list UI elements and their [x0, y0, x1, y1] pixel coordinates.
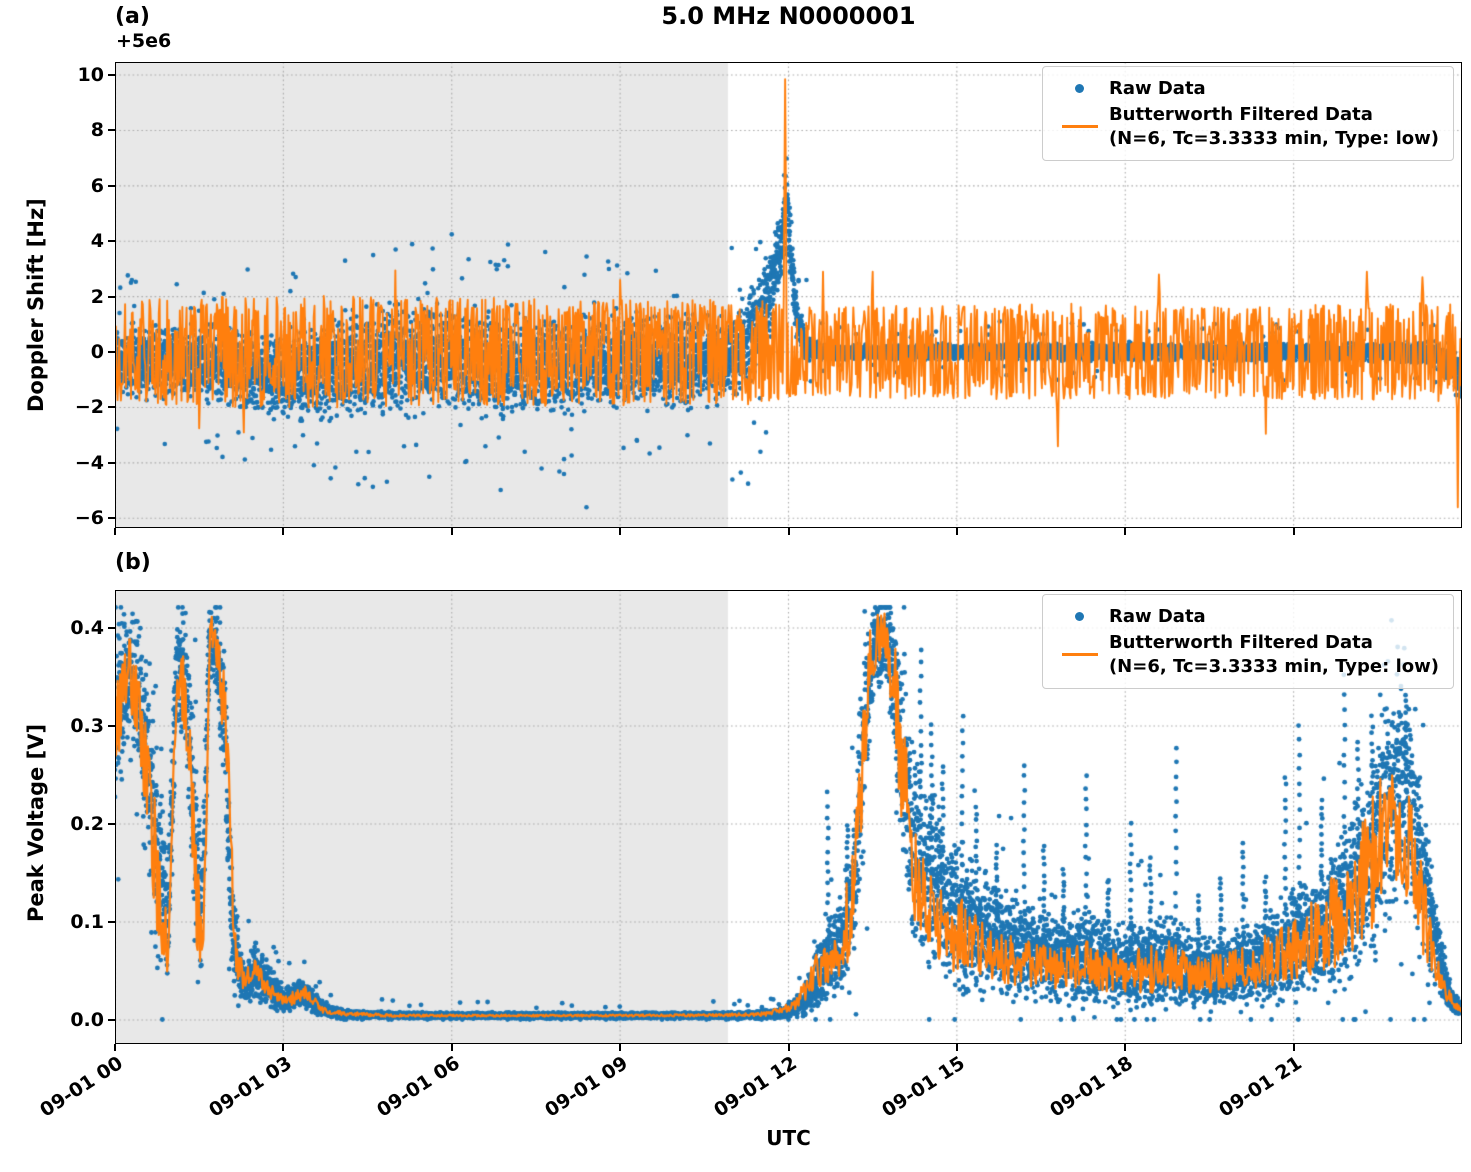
- x-tick-mark: [787, 1044, 790, 1051]
- x-tick-label: 09-01 15: [878, 1052, 969, 1122]
- x-tick-label: 09-01 12: [709, 1052, 801, 1122]
- x-tick-mark: [114, 528, 116, 535]
- y-tick-label: 0.4: [70, 617, 104, 640]
- y-tick-mark: [108, 295, 115, 298]
- x-tick-mark: [1124, 1044, 1127, 1051]
- legend-row-filtered: Butterworth Filtered Data (N=6, Tc=3.333…: [1051, 103, 1439, 151]
- legend-row-raw: Raw Data: [1051, 605, 1439, 629]
- y-tick-label: 0: [90, 341, 104, 364]
- x-tick-label: 09-01 00: [36, 1052, 127, 1122]
- x-tick-mark: [450, 1044, 453, 1051]
- filtered-data-sublabel: (N=6, Tc=3.3333 min, Type: low): [1108, 655, 1439, 677]
- y-tick-label: −4: [74, 451, 104, 474]
- y-tick-mark: [108, 461, 115, 464]
- x-tick-mark: [955, 1044, 958, 1051]
- x-tick-label: 09-01 21: [1214, 1052, 1306, 1122]
- y-tick-label: 4: [90, 230, 104, 253]
- x-tick-mark: [619, 1044, 622, 1051]
- x-tick-label: 09-01 09: [541, 1052, 633, 1122]
- y-tick-label: 0.1: [70, 910, 104, 933]
- filtered-data-label: Butterworth Filtered Data: [1108, 103, 1373, 125]
- x-tick-mark: [1124, 528, 1127, 535]
- x-tick-mark: [282, 528, 285, 535]
- y-tick-label: −2: [74, 396, 104, 419]
- x-tick-label: 09-01 18: [1046, 1052, 1138, 1122]
- y-tick-label: 8: [90, 119, 104, 142]
- y-tick-mark: [108, 920, 115, 923]
- filtered-line-icon: [1051, 125, 1109, 128]
- y-tick-mark: [108, 351, 115, 354]
- y-tick-label: 0.2: [70, 813, 104, 835]
- x-tick-mark: [1292, 528, 1295, 535]
- y-tick-mark: [108, 823, 115, 825]
- x-tick-label: 09-01 06: [373, 1052, 464, 1122]
- panel-a-ylabel: Doppler Shift [Hz]: [24, 198, 48, 412]
- filtered-data-label: Butterworth Filtered Data: [1108, 631, 1373, 653]
- x-tick-mark: [787, 528, 790, 535]
- raw-data-label: Raw Data: [1108, 606, 1206, 627]
- y-axis-offset-text: +5e6: [116, 30, 172, 52]
- x-tick-label: 09-01 03: [204, 1052, 296, 1122]
- y-tick-mark: [108, 1018, 115, 1021]
- raw-data-dot-icon: [1051, 84, 1109, 94]
- legend-row-filtered: Butterworth Filtered Data (N=6, Tc=3.333…: [1051, 631, 1439, 679]
- y-tick-label: 6: [90, 174, 104, 197]
- raw-data-dot-icon: [1051, 612, 1109, 622]
- y-tick-mark: [108, 184, 115, 187]
- y-tick-mark: [108, 74, 115, 77]
- panel-a-label: (a): [115, 4, 150, 29]
- figure-title: 5.0 MHz N0000001: [661, 2, 916, 30]
- filtered-line-icon: [1051, 653, 1109, 656]
- legend-row-raw: Raw Data: [1051, 77, 1439, 101]
- panel-b-label: (b): [115, 550, 151, 575]
- y-tick-label: 10: [77, 64, 104, 87]
- panel-b-ylabel: Peak Voltage [V]: [24, 723, 48, 922]
- x-tick-mark: [282, 1044, 285, 1051]
- y-tick-mark: [108, 517, 115, 520]
- y-tick-label: 2: [90, 285, 104, 308]
- y-tick-label: 0.0: [70, 1008, 104, 1031]
- x-tick-mark: [114, 1044, 116, 1051]
- x-tick-mark: [955, 528, 958, 535]
- y-tick-label: 0.3: [70, 715, 104, 737]
- x-tick-mark: [450, 528, 453, 535]
- legend-panel-a: Raw Data Butterworth Filtered Data (N=6,…: [1041, 66, 1454, 162]
- y-tick-mark: [108, 406, 115, 409]
- y-tick-mark: [108, 240, 115, 243]
- x-tick-mark: [619, 528, 622, 535]
- x-tick-mark: [1292, 1044, 1295, 1051]
- y-tick-mark: [108, 129, 115, 132]
- x-axis-label: UTC: [766, 1126, 811, 1150]
- y-tick-mark: [108, 725, 115, 727]
- y-tick-label: −6: [74, 507, 104, 530]
- y-tick-mark: [108, 627, 115, 630]
- raw-data-label: Raw Data: [1108, 78, 1206, 99]
- filtered-data-sublabel: (N=6, Tc=3.3333 min, Type: low): [1108, 127, 1439, 149]
- legend-panel-b: Raw Data Butterworth Filtered Data (N=6,…: [1041, 594, 1454, 690]
